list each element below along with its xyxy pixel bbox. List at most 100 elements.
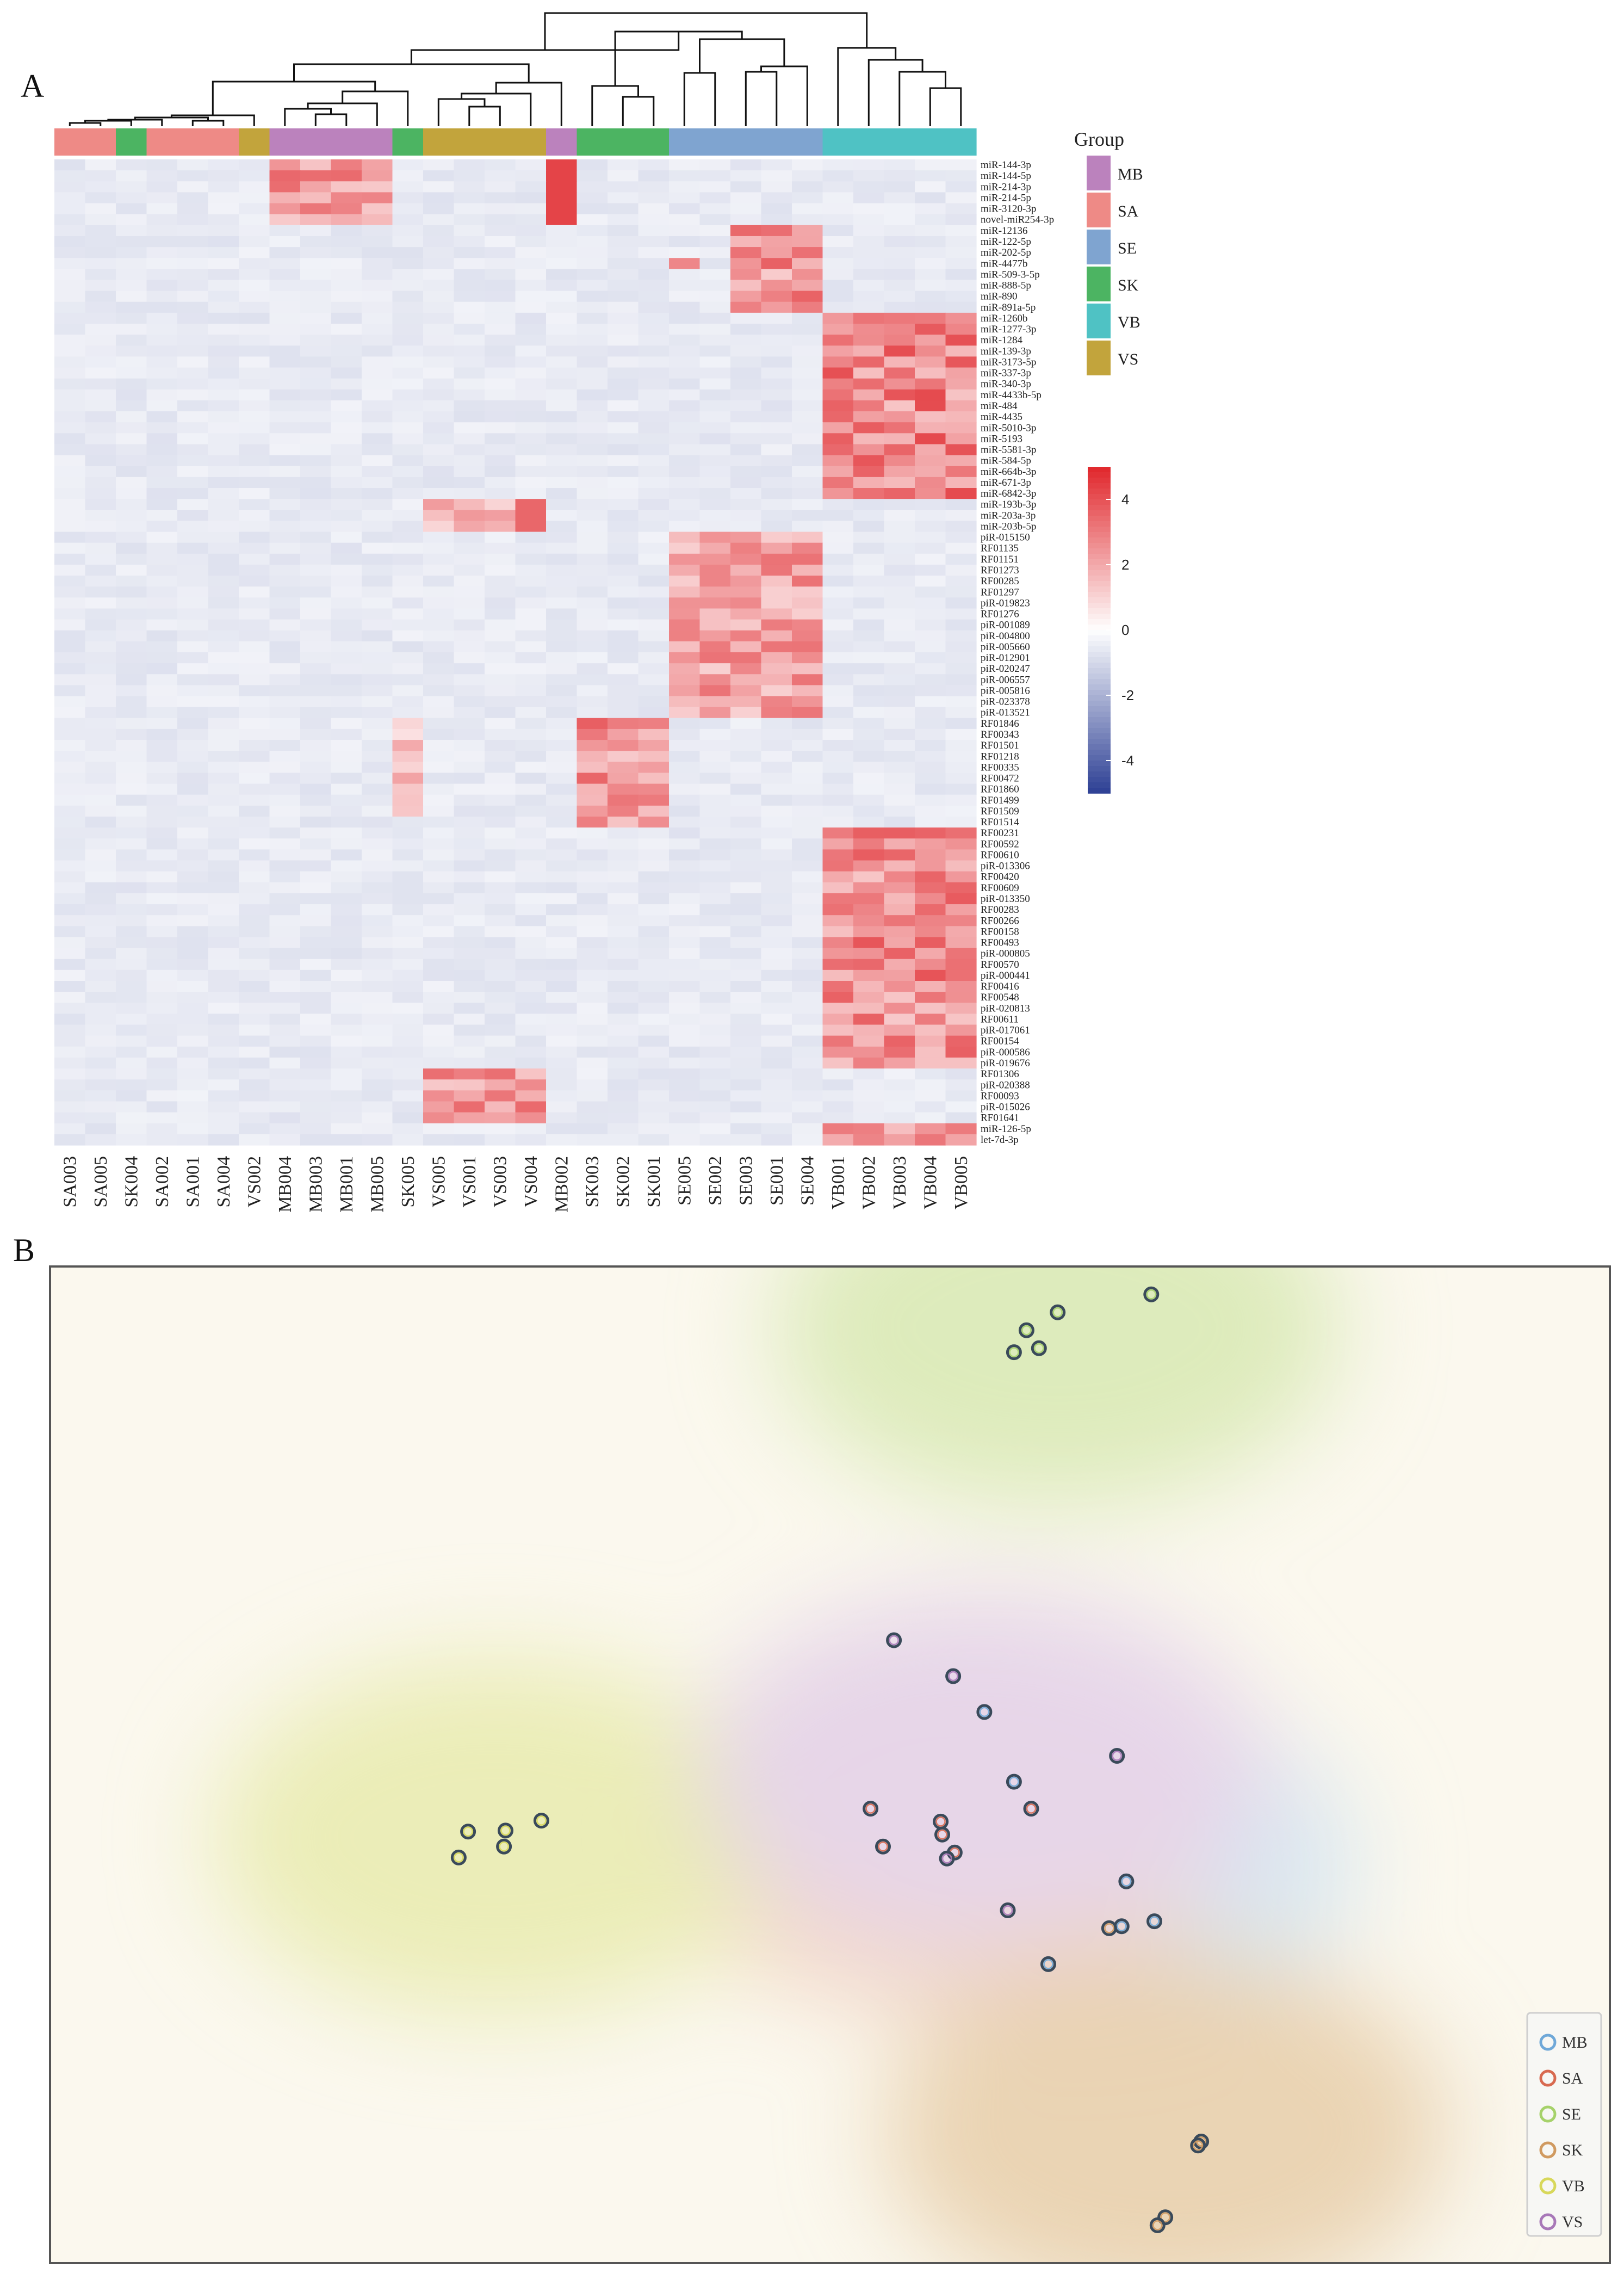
row-label: miR-126-5p [981, 1123, 1031, 1135]
heatmap-cell [853, 871, 885, 883]
panel-a-label: A [21, 68, 44, 104]
heatmap-cell [608, 181, 639, 193]
heatmap-cell [669, 269, 701, 281]
heatmap-cell [485, 707, 516, 719]
heatmap-cell [54, 499, 86, 510]
heatmap-cell [239, 324, 270, 335]
heatmap-cell [177, 291, 209, 302]
heatmap-cell [915, 444, 946, 456]
heatmap-cell [577, 773, 608, 784]
heatmap-cell [146, 1003, 178, 1014]
heatmap-cell [85, 542, 116, 554]
heatmap-cell [454, 586, 485, 598]
heatmap-cell [392, 499, 424, 510]
heatmap-cell [730, 576, 762, 587]
heatmap-cell [638, 576, 670, 587]
row-label: piR-015150 [981, 532, 1030, 543]
heatmap-cell [822, 411, 854, 423]
heatmap-cell [761, 652, 792, 664]
heatmap-cell [822, 959, 854, 971]
row-label: piR-013306 [981, 861, 1030, 872]
scatter-point-ring [1002, 1905, 1013, 1916]
heatmap-cell [269, 532, 301, 543]
heatmap-cell [669, 532, 701, 543]
heatmap-cell [945, 214, 977, 226]
heatmap-cell [638, 783, 670, 795]
heatmap-cell [577, 181, 608, 193]
heatmap-cell [392, 696, 424, 708]
heatmap-cell [331, 871, 362, 883]
heatmap-cell [608, 521, 639, 533]
heatmap-cell [146, 893, 178, 905]
heatmap-cell [54, 674, 86, 685]
heatmap-cell [485, 422, 516, 434]
heatmap-cell [915, 1024, 946, 1036]
heatmap-cell [177, 466, 209, 478]
heatmap-cell [915, 258, 946, 269]
heatmap-cell [485, 619, 516, 631]
heatmap-cell [853, 269, 885, 281]
heatmap-cell [454, 576, 485, 587]
heatmap-cell [116, 882, 147, 894]
heatmap-cell [822, 794, 854, 806]
heatmap-cell [269, 707, 301, 719]
heatmap-cell [85, 159, 116, 171]
heatmap-cell [85, 882, 116, 894]
heatmap-cell [546, 345, 578, 357]
heatmap-cell [792, 564, 823, 576]
heatmap-cell [822, 685, 854, 697]
color-scale-tick-label: -4 [1121, 752, 1134, 769]
heatmap-cell [761, 324, 792, 335]
heatmap-cell [177, 411, 209, 423]
heatmap-cell [269, 1057, 301, 1069]
heatmap-cell [269, 488, 301, 499]
heatmap-cell [730, 532, 762, 543]
heatmap-cell [515, 433, 547, 445]
row-label: miR-203a-3p [981, 510, 1036, 521]
heatmap-cell [54, 356, 86, 368]
group-legend-swatch [1087, 156, 1111, 190]
scatter-point [1143, 1286, 1160, 1302]
heatmap-cell [85, 466, 116, 478]
heatmap-cell [116, 860, 147, 872]
heatmap-cell [822, 608, 854, 620]
scatter-point-ring [937, 1829, 947, 1840]
heatmap-cell [423, 762, 455, 774]
heatmap-cell [577, 707, 608, 719]
heatmap-cell [761, 576, 792, 587]
heatmap-cell [915, 312, 946, 324]
heatmap-cell [792, 597, 823, 609]
scatter-point-ring [536, 1815, 547, 1826]
heatmap-cell [116, 532, 147, 543]
heatmap-cell [546, 969, 578, 981]
scatter-point [1109, 1748, 1125, 1764]
heatmap-cell [454, 1090, 485, 1102]
heatmap-cell [699, 937, 731, 949]
column-label: MB001 [337, 1156, 357, 1213]
heatmap-cell [116, 564, 147, 576]
heatmap-cell [331, 893, 362, 905]
heatmap-cell [515, 269, 547, 281]
heatmap-cell [362, 510, 393, 521]
heatmap-cell [915, 1035, 946, 1047]
heatmap-cell [884, 1057, 915, 1069]
heatmap-cell [546, 1057, 578, 1069]
heatmap-cell [423, 1014, 455, 1025]
heatmap-cell [392, 641, 424, 653]
heatmap-cell [85, 1035, 116, 1047]
heatmap-cell [485, 597, 516, 609]
column-label: SE001 [767, 1156, 787, 1206]
heatmap-cell [177, 367, 209, 379]
heatmap-cell [546, 663, 578, 675]
heatmap-cell [331, 532, 362, 543]
heatmap-cell [331, 586, 362, 598]
heatmap-cell [423, 433, 455, 445]
heatmap-cell [669, 159, 701, 171]
heatmap-cell [577, 488, 608, 499]
heatmap-cell [699, 652, 731, 664]
scatter-point-ring [1043, 1959, 1053, 1969]
heatmap-cell [669, 444, 701, 456]
column-label: SK003 [582, 1156, 603, 1207]
heatmap-cell [146, 1079, 178, 1091]
heatmap-cell [116, 466, 147, 478]
